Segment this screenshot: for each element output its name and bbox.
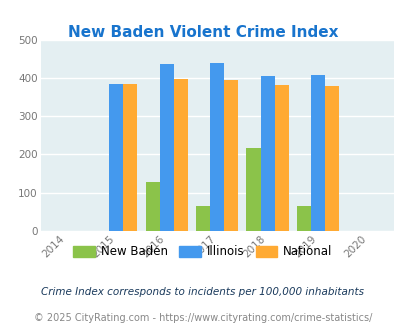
Bar [173,79,188,231]
Bar [210,63,224,231]
Text: © 2025 CityRating.com - https://www.cityrating.com/crime-statistics/: © 2025 CityRating.com - https://www.city… [34,313,371,323]
Text: Crime Index corresponds to incidents per 100,000 inhabitants: Crime Index corresponds to incidents per… [41,287,364,297]
Bar [109,84,123,231]
Bar [274,85,288,231]
Bar [123,84,137,231]
Legend: New Baden, Illinois, National: New Baden, Illinois, National [68,241,337,263]
Bar [260,76,274,231]
Bar [310,75,324,231]
Text: New Baden Violent Crime Index: New Baden Violent Crime Index [68,25,337,40]
Bar [246,148,260,231]
Bar [145,182,159,231]
Bar [159,64,173,231]
Bar [224,80,238,231]
Bar [324,86,339,231]
Bar [196,206,210,231]
Bar [296,206,310,231]
